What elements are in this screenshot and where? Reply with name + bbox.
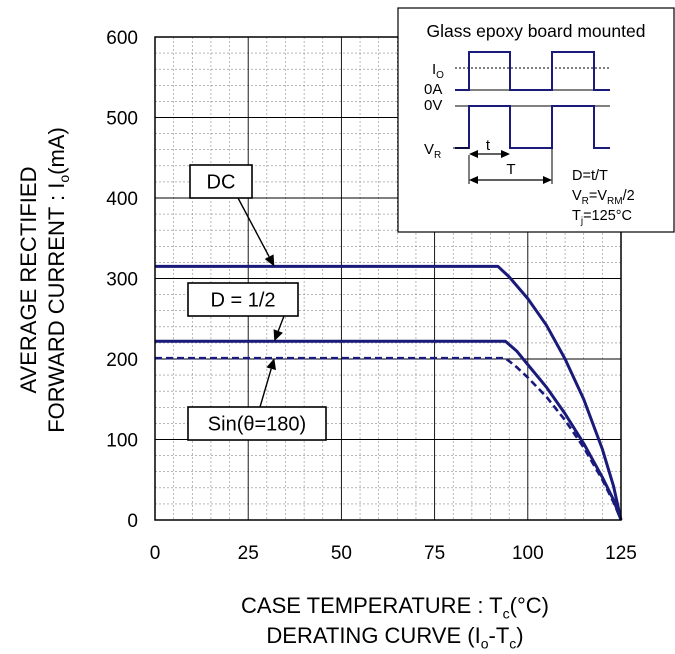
inset-eq-vr: VR=VRM/2 — [572, 188, 635, 207]
callout-label: D = 1/2 — [210, 290, 275, 312]
inset-T-label: T — [506, 161, 515, 178]
x-axis-label: CASE TEMPERATURE : Tc(°C) — [241, 593, 549, 622]
callout-arrow — [277, 315, 285, 332]
callout-arrow — [237, 197, 270, 258]
inset-t-label: t — [486, 137, 491, 154]
callout-box — [187, 282, 299, 317]
callout-box — [189, 164, 253, 199]
inset-T-arrowhead-left — [469, 176, 478, 184]
y-tick-label: 600 — [106, 28, 138, 49]
series-line — [155, 356, 623, 521]
inset-t-arrowhead-left — [469, 150, 478, 158]
inset-eq-duty: D=t/T — [572, 168, 608, 184]
y-tick-label: 300 — [106, 270, 138, 291]
x-tick-label: 75 — [424, 543, 445, 564]
series-layer — [155, 264, 623, 521]
inset-T-arrowhead-right — [543, 176, 552, 184]
callout-arrowhead — [264, 254, 275, 267]
callout-arrowhead — [273, 329, 283, 342]
x-tick-label: 125 — [605, 543, 637, 564]
callouts: DC D = 1/2 Sin(θ=180) — [187, 164, 327, 441]
inset-box: Glass epoxy board mounted IO 0A 0V VR t … — [397, 7, 675, 233]
y-tick-label: 200 — [106, 350, 138, 371]
y-tick-label: 0 — [127, 511, 138, 532]
inset-frame — [397, 7, 675, 233]
y-label-line1: AVERAGE RECTIFIED — [16, 167, 41, 394]
x-tick-label: 25 — [238, 543, 259, 564]
callout-arrowhead — [266, 358, 277, 371]
y-tick-labels: 0 100 200 300 400 500 600 — [106, 28, 138, 532]
y-axis-label: AVERAGE RECTIFIED FORWARD CURRENT : Io(m… — [16, 127, 72, 433]
callout-label: DC — [207, 172, 236, 194]
y-tick-label: 400 — [106, 189, 138, 210]
y-tick-label: 100 — [106, 431, 138, 452]
inset-0a-label: 0A — [424, 81, 442, 98]
inset-t-arrowhead-right — [501, 150, 510, 158]
y-label-line2: FORWARD CURRENT : Io(mA) — [44, 127, 72, 433]
inset-current-wave — [455, 51, 610, 91]
inset-eq-tj: Tj=125°C — [572, 208, 632, 227]
inset-voltage-wave — [455, 105, 610, 149]
x-tick-label: 100 — [512, 543, 544, 564]
inset-title: Glass epoxy board mounted — [427, 21, 646, 41]
chart-caption: DERATING CURVE (Io-Tc) — [266, 623, 524, 652]
y-tick-label: 500 — [106, 109, 138, 130]
x-tick-label: 0 — [150, 543, 161, 564]
series-line — [155, 264, 623, 521]
callout-label: Sin(θ=180) — [208, 414, 306, 436]
inset-vr-label: VR — [424, 141, 441, 161]
plot-frame — [154, 36, 622, 521]
x-tick-labels: 0 25 50 75 100 125 — [150, 543, 637, 564]
inset-0v-label: 0V — [424, 97, 442, 114]
callout-arrow — [259, 368, 272, 408]
inset-io-label: IO — [432, 61, 444, 81]
callout-box — [187, 406, 327, 441]
x-tick-label: 50 — [331, 543, 352, 564]
